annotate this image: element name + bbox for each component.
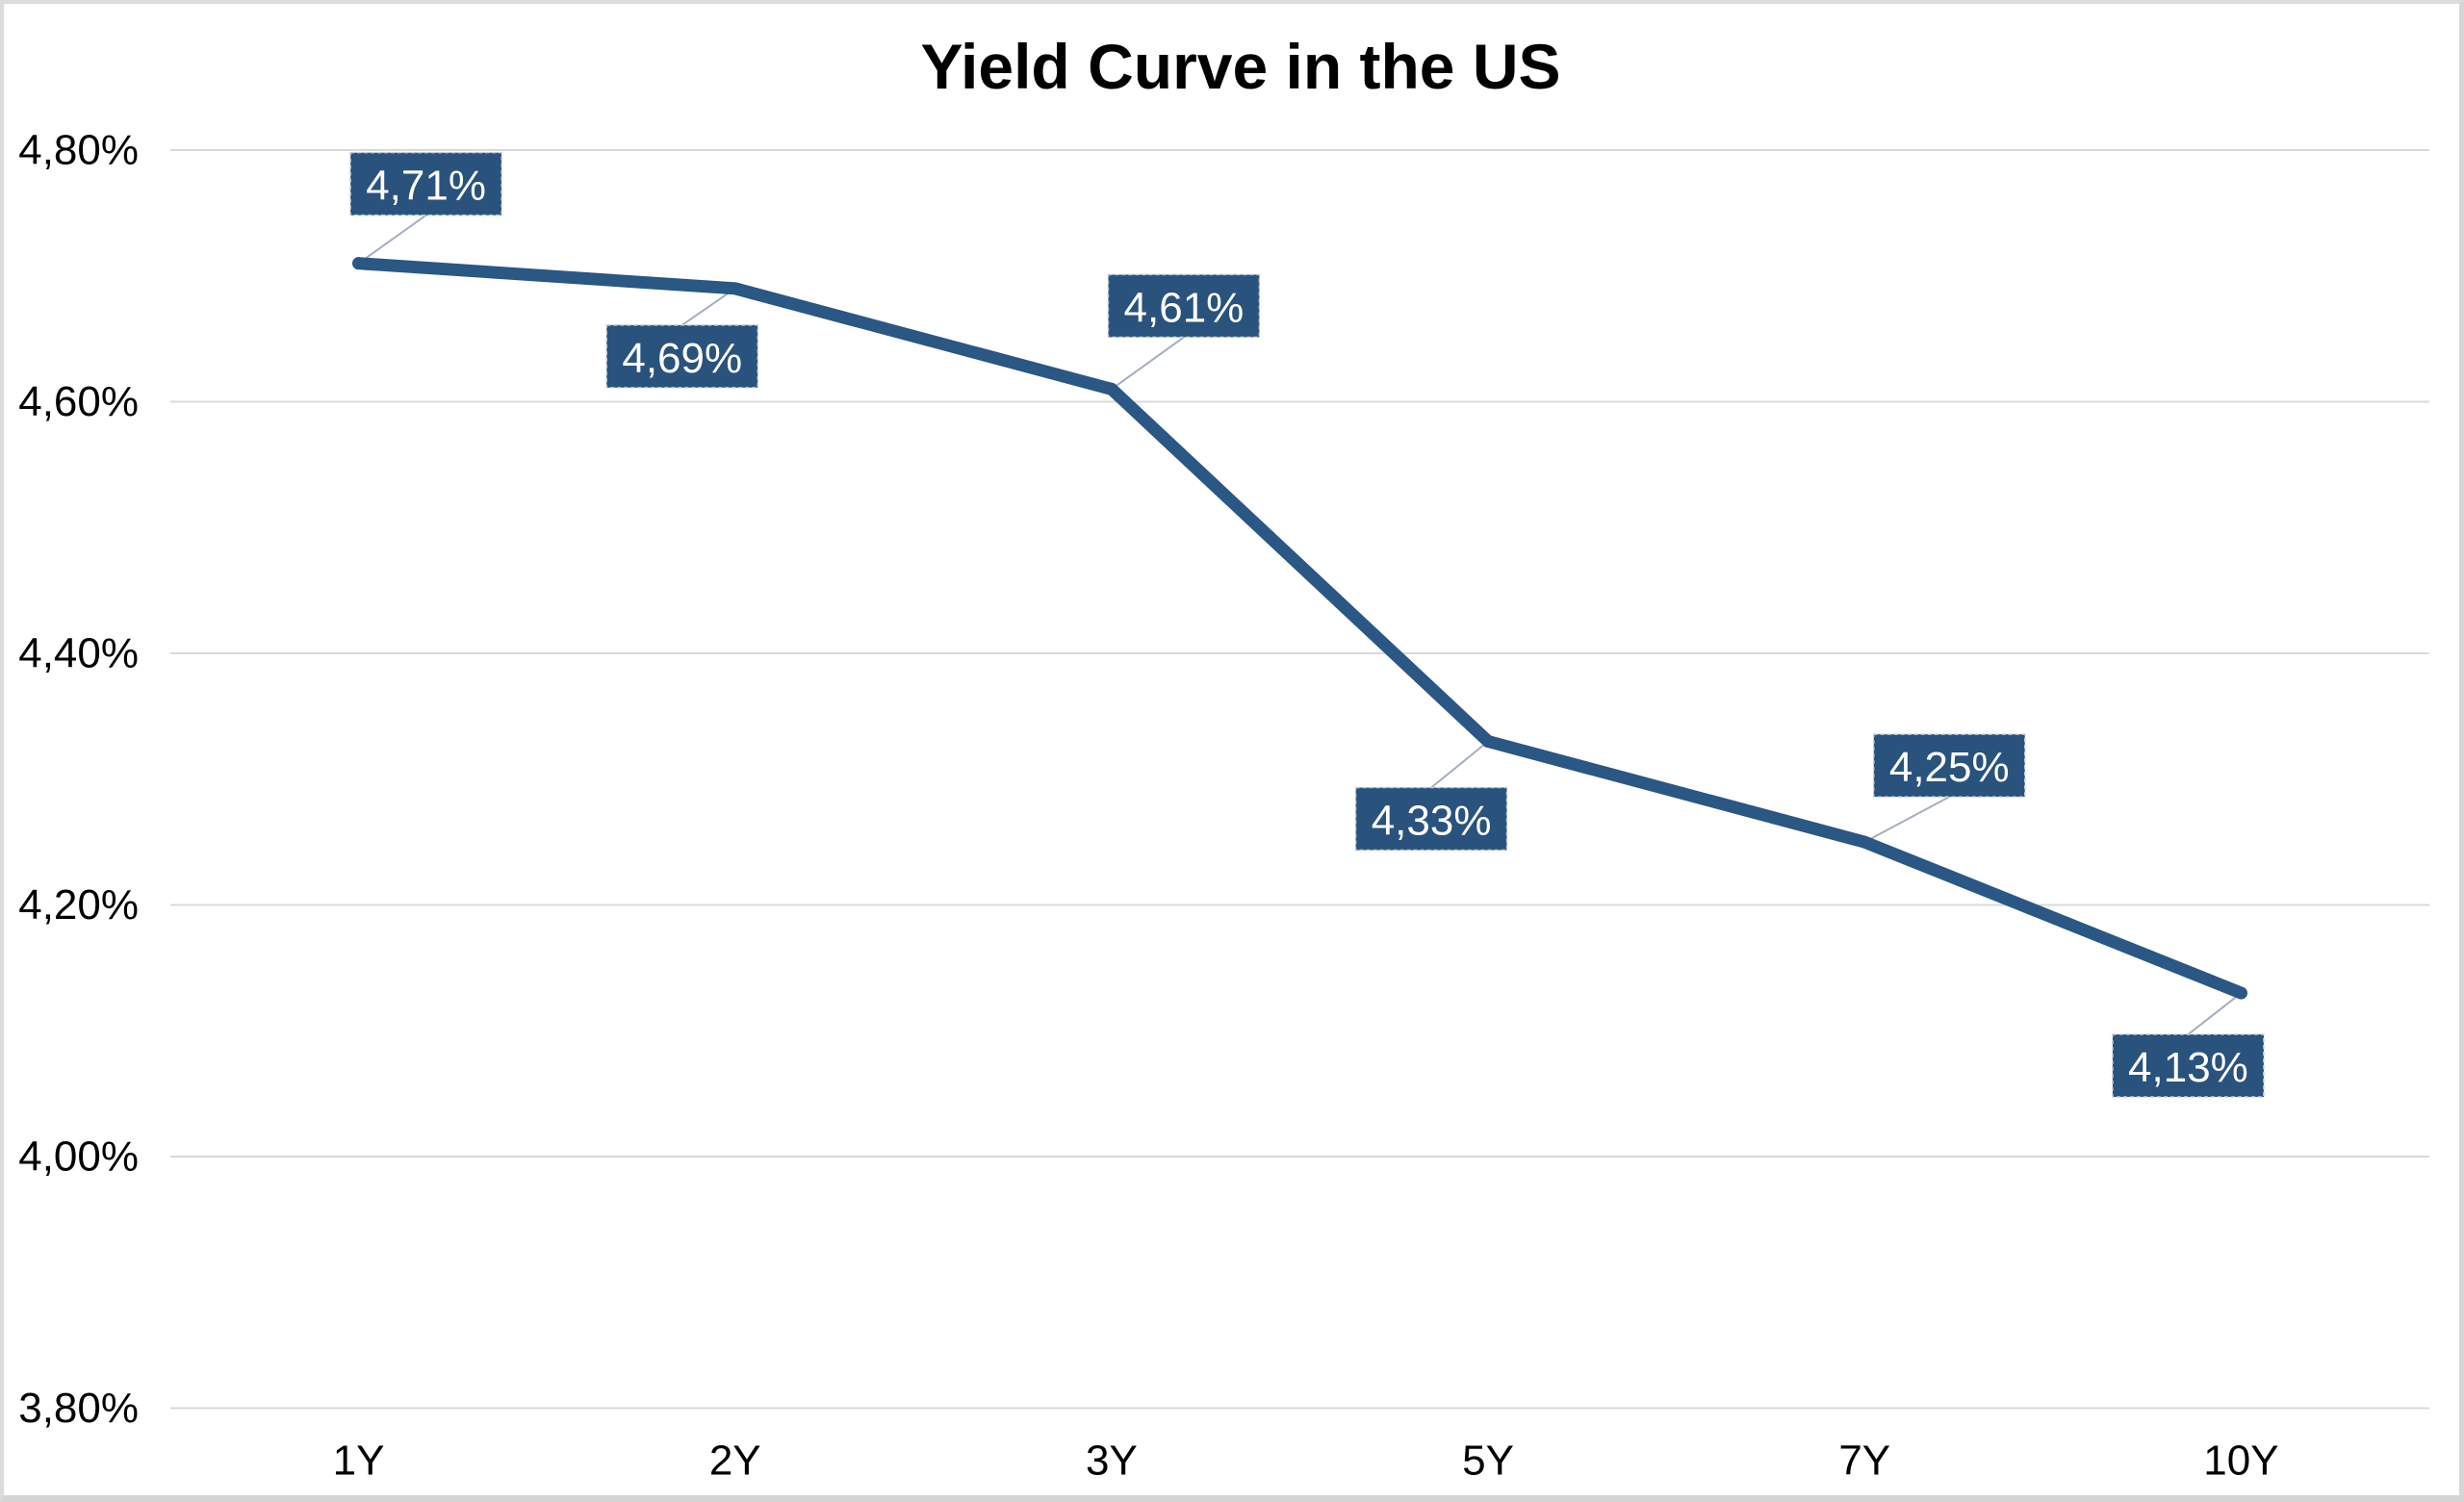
leader-line	[681, 288, 736, 326]
leader-line	[2187, 992, 2243, 1035]
data-label-box	[2112, 1033, 2265, 1098]
data-label-texts: 4,71% 4,69% 4,61% 4,33% 4,25% 4,13%	[366, 163, 2248, 1091]
x-axis-label: 10Y	[2203, 1438, 2278, 1485]
x-axis-label: 7Y	[1838, 1438, 1890, 1485]
yield-curve-line-chart: 4,71% 4,69% 4,61% 4,33% 4,25% 4,13% 4,80% 4,60…	[18, 31, 2429, 1485]
data-points	[352, 257, 2247, 1000]
data-label-text: 4,71%	[366, 163, 486, 210]
data-label-box	[605, 324, 758, 389]
data-label-text: 4,13%	[2128, 1044, 2248, 1091]
data-point	[2234, 986, 2247, 1000]
data-label-text: 4,69%	[622, 335, 742, 382]
y-tick-label: 4,40%	[18, 630, 139, 677]
leader-line	[1430, 740, 1489, 789]
x-axis-label: 5Y	[1462, 1438, 1514, 1485]
y-tick-label: 4,00%	[18, 1133, 139, 1181]
y-tick-label: 4,20%	[18, 881, 139, 929]
leader-lines	[358, 214, 2243, 1035]
x-axis-label: 1Y	[333, 1438, 385, 1485]
y-tick-label: 3,80%	[18, 1385, 139, 1432]
leader-line	[358, 214, 427, 265]
data-point	[1858, 835, 1871, 849]
gridlines	[170, 149, 2429, 1410]
data-label-box	[1873, 733, 2026, 798]
data-label-box	[1354, 786, 1508, 852]
data-point	[729, 282, 742, 295]
data-label-box	[1107, 273, 1261, 339]
data-point	[1481, 735, 1495, 749]
data-label-text: 4,61%	[1124, 284, 1245, 331]
data-label-box	[349, 151, 502, 216]
data-label-text: 4,25%	[1889, 744, 2010, 791]
y-tick-label: 4,60%	[18, 378, 139, 425]
x-axis-label: 2Y	[709, 1438, 761, 1485]
x-axis-label: 3Y	[1086, 1438, 1138, 1485]
y-axis-tick-labels: 4,80% 4,60% 4,40% 4,20% 4,00% 3,80%	[18, 127, 139, 1433]
data-point	[352, 257, 366, 270]
series-line	[352, 257, 2247, 1000]
series-line-group	[352, 257, 2247, 1000]
data-point	[1105, 382, 1118, 395]
chart-title: Yield Curve in the US	[920, 31, 1560, 102]
data-label-boxes	[349, 151, 2265, 1098]
x-axis-category-labels: 1Y 2Y 3Y 5Y 7Y 10Y	[333, 1438, 2279, 1485]
data-label-text: 4,33%	[1372, 798, 1492, 845]
leader-line	[1111, 336, 1185, 391]
y-tick-label: 4,80%	[18, 127, 139, 174]
leader-line	[1863, 796, 1950, 844]
